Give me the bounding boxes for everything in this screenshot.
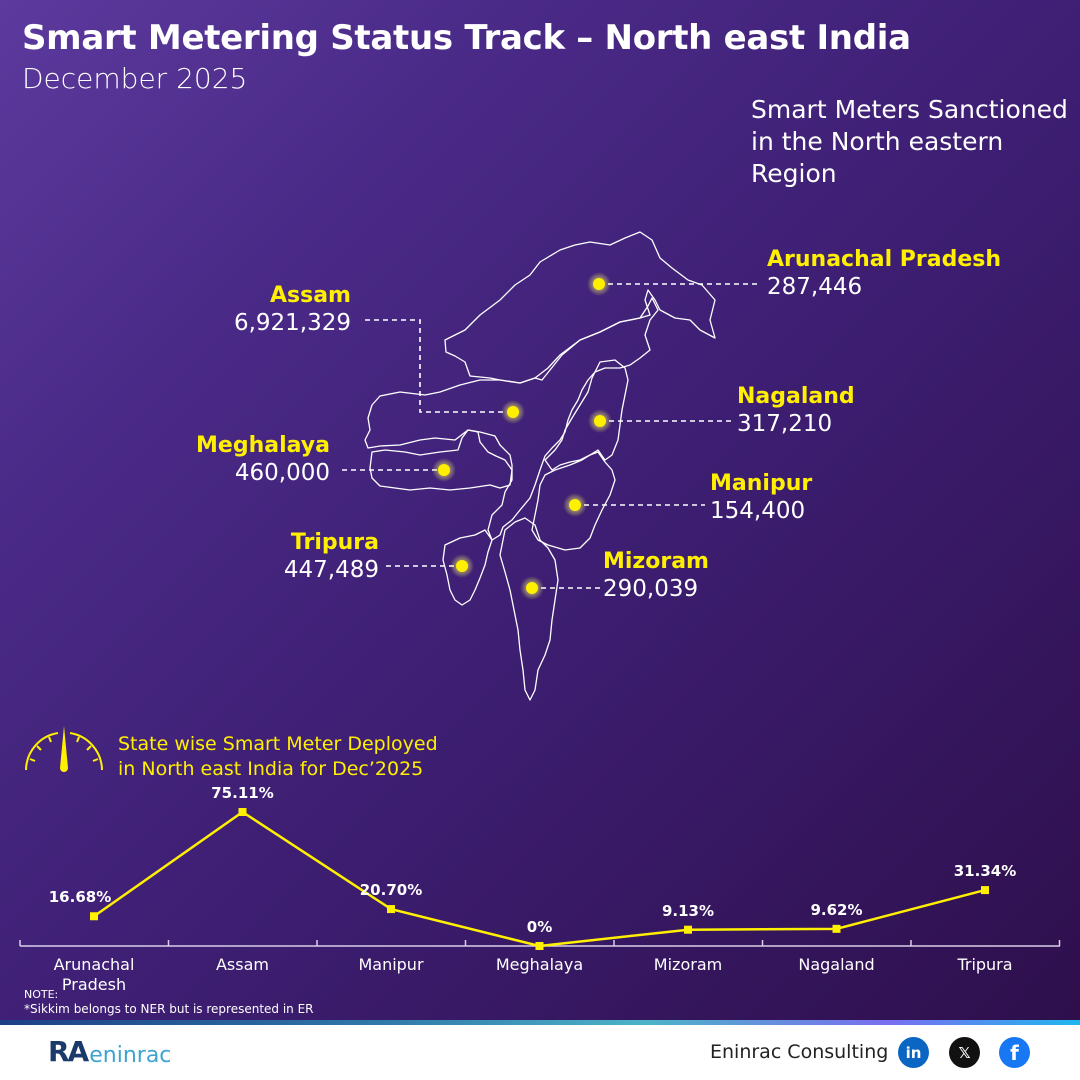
data-point xyxy=(535,942,544,950)
state-name: Tripura xyxy=(290,530,379,555)
state-markers xyxy=(432,272,612,600)
data-point xyxy=(90,912,98,921)
state-name: Manipur xyxy=(710,471,813,496)
data-point xyxy=(238,808,247,816)
state-value: 154,400 xyxy=(710,498,806,524)
page-title: Smart Metering Status Track – North east… xyxy=(22,18,911,58)
x-axis-label: Nagaland xyxy=(798,955,875,974)
map-title-line: in the North eastern xyxy=(751,127,1004,156)
logo-mark: RA xyxy=(48,1035,89,1068)
northeast-india-map xyxy=(364,231,716,701)
map-title: Smart Meters Sanctioned in the North eas… xyxy=(751,94,1071,190)
chart-heading: State wise Smart Meter Deployed in North… xyxy=(118,732,438,782)
label-meghalaya: Meghalaya 460,000 xyxy=(196,435,330,485)
label-tripura: Tripura 447,489 xyxy=(284,532,379,582)
logo-wordmark: eninrac xyxy=(89,1043,172,1068)
map-title-line: Region xyxy=(751,159,837,188)
state-value: 460,000 xyxy=(234,460,330,486)
data-point xyxy=(832,924,841,933)
eninrac-logo[interactable]: RA eninrac xyxy=(48,1035,171,1068)
brand-name: Eninrac Consulting xyxy=(710,1041,889,1063)
linkedin-icon[interactable]: in xyxy=(898,1037,929,1068)
state-value: 6,921,329 xyxy=(233,310,351,336)
point-value-label: 9.13% xyxy=(661,901,715,920)
label-assam: Assam 6,921,329 xyxy=(234,285,351,335)
chart-heading-line: in North east India for Dec’2025 xyxy=(118,758,424,780)
chart-heading-line: State wise Smart Meter Deployed xyxy=(118,733,438,755)
deployment-line-chart xyxy=(19,808,1061,950)
facebook-icon[interactable]: f xyxy=(999,1037,1030,1068)
note-text: *Sikkim belongs to NER but is represente… xyxy=(24,1002,314,1016)
data-point xyxy=(387,905,395,914)
x-axis-label: Manipur xyxy=(358,955,424,974)
data-point xyxy=(981,886,989,895)
point-value-label: 0% xyxy=(526,918,553,936)
infographic-canvas: Smart Metering Status Track – North east… xyxy=(0,0,1080,1020)
data-points xyxy=(90,808,989,950)
map-title-line: Smart Meters Sanctioned xyxy=(751,95,1068,124)
x-axis-label: Mizoram xyxy=(653,955,723,974)
state-name: Arunachal Pradesh xyxy=(767,247,1002,272)
point-value-label: 75.11% xyxy=(211,784,274,802)
gauge-icon xyxy=(25,726,103,772)
state-value: 317,210 xyxy=(737,411,833,437)
point-value-label: 31.34% xyxy=(953,862,1017,881)
state-value: 287,446 xyxy=(767,274,863,300)
x-axis-label: Arunachal Pradesh xyxy=(53,955,135,994)
x-icon[interactable]: 𝕏 xyxy=(949,1037,980,1068)
footer-divider xyxy=(0,1020,1080,1025)
page-subtitle: December 2025 xyxy=(22,62,248,95)
x-axis-label: Meghalaya xyxy=(495,955,584,974)
state-name: Nagaland xyxy=(737,384,855,409)
note-heading: NOTE: xyxy=(24,988,59,1001)
footer: RA eninrac Eninrac Consulting in 𝕏 f xyxy=(0,1025,1080,1080)
state-value: 447,489 xyxy=(283,557,379,583)
state-outlines xyxy=(364,231,716,701)
label-arunachal-pradesh: Arunachal Pradesh 287,446 xyxy=(767,249,1001,299)
point-value-label: 20.70% xyxy=(359,881,423,900)
state-name: Assam xyxy=(270,283,351,308)
x-axis-label: Tripura xyxy=(957,955,1013,974)
point-value-label: 16.68% xyxy=(48,888,112,907)
data-point xyxy=(684,925,692,934)
x-axis-label: Assam xyxy=(215,955,269,974)
label-nagaland: Nagaland 317,210 xyxy=(737,386,855,436)
point-value-label: 9.62% xyxy=(810,900,863,919)
label-mizoram: Mizoram 290,039 xyxy=(603,551,709,601)
state-value: 290,039 xyxy=(603,576,699,602)
label-manipur: Manipur 154,400 xyxy=(710,473,812,523)
state-name: Meghalaya xyxy=(196,433,330,458)
state-name: Mizoram xyxy=(603,549,709,574)
